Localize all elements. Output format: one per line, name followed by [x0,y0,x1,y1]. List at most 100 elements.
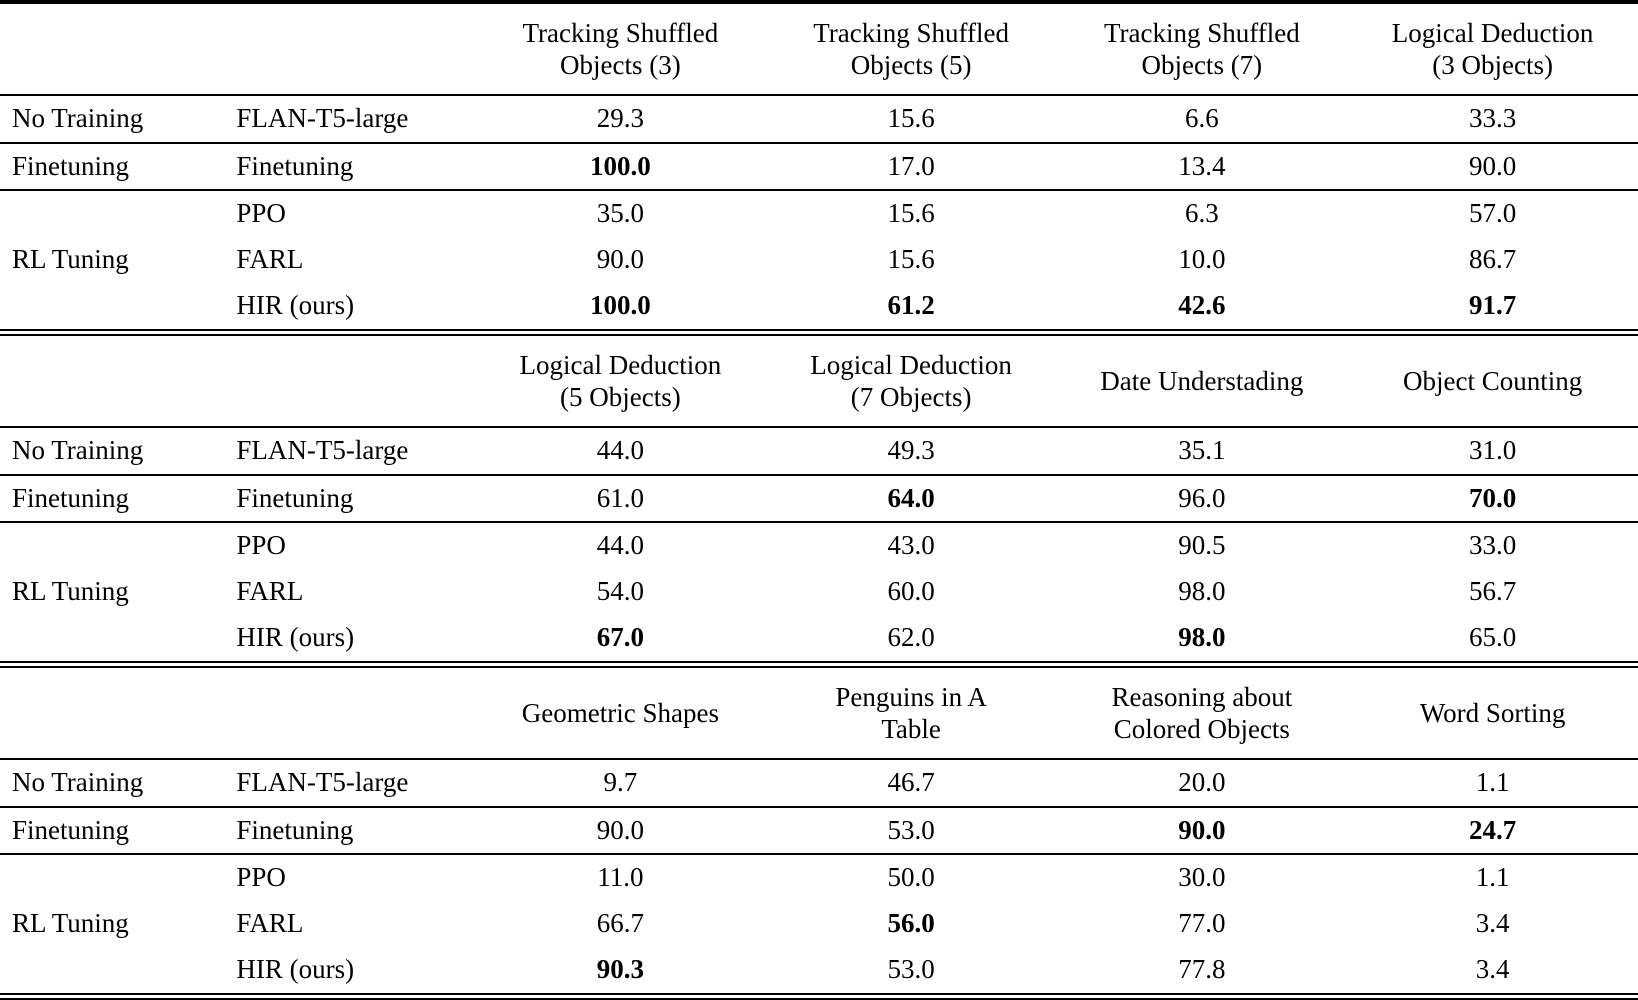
value-cell: 6.3 [1184,198,1219,229]
table-row: No Training FLAN-T5-large 29.3 15.6 6.6 33.3 [0,95,1638,143]
group-label: No Training [12,102,144,133]
method-label: PPO [236,198,286,229]
header-spacer [224,2,475,95]
group-label: RL Tuning [12,576,129,607]
value-cell: 29.3 [596,102,644,133]
value-cell: 70.0 [1468,482,1517,513]
value-cell: 90.0 [1178,814,1226,845]
column-header: Logical Deduction (3 Objects) [1391,18,1594,80]
group-label: No Training [12,434,144,465]
table-row: HIR (ours) 100.0 61.2 42.6 91.7 [0,283,1638,332]
value-cell: 10.0 [1178,244,1226,275]
value-cell: 15.6 [887,102,935,133]
group-no-training: No Training FLAN-T5-large 9.7 46.7 20.0 1.1 [0,758,1638,807]
value-cell: 3.4 [1475,908,1510,939]
value-cell: 53.0 [887,814,935,845]
table-row: RL Tuning PPO 35.0 15.6 6.3 57.0 [0,190,1638,274]
value-cell: 100.0 [589,290,651,321]
table-row: RL Tuning PPO 44.0 43.0 90.5 33.0 [0,522,1638,606]
value-cell: 20.0 [1178,766,1226,797]
value-cell: 60.0 [887,576,935,607]
table-row: FARL 54.0 60.0 98.0 56.7 [0,569,1638,615]
value-cell: 77.0 [1178,908,1226,939]
group-label: Finetuning [12,150,130,181]
method-label: HIR (ours) [236,290,355,321]
method-label: HIR (ours) [236,622,355,653]
value-cell: 100.0 [589,150,651,181]
method-label: FARL [236,244,304,275]
value-cell: 1.1 [1475,862,1510,893]
value-cell: 61.2 [887,290,935,321]
value-cell: 90.5 [1178,530,1226,561]
value-cell: 56.0 [887,908,935,939]
value-cell: 91.7 [1468,290,1517,321]
value-cell: 62.0 [887,622,935,653]
value-cell: 67.0 [596,622,644,653]
value-cell: 9.7 [603,766,638,797]
column-header: Object Counting [1402,365,1583,396]
table-row: Finetuning Finetuning 90.0 53.0 90.0 24.7 [0,807,1638,855]
table-row: HIR (ours) 90.3 53.0 77.8 3.4 [0,947,1638,996]
table-row: Finetuning Finetuning 61.0 64.0 96.0 70.0 [0,475,1638,523]
value-cell: 96.0 [1178,482,1226,513]
method-label: FLAN-T5-large [236,102,409,133]
value-cell: 77.8 [1178,954,1226,985]
value-cell: 42.6 [1178,290,1226,321]
header-spacer [0,668,224,759]
value-cell: 57.0 [1468,198,1517,229]
value-cell: 33.0 [1468,530,1517,561]
value-cell: 61.0 [596,482,644,513]
value-cell: 31.0 [1468,434,1517,465]
header-spacer [224,336,475,427]
group-finetuning: Finetuning Finetuning 90.0 53.0 90.0 24.7 [0,806,1638,855]
method-label: PPO [236,862,286,893]
method-label: Finetuning [236,150,354,181]
group-rl-tuning: RL Tuning PPO 44.0 43.0 90.5 33.0 FARL 54.0 60.0… [0,522,1638,664]
group-finetuning: Finetuning Finetuning 100.0 17.0 13.4 90.0 [0,142,1638,191]
value-cell: 49.3 [887,434,935,465]
table-row: FARL 66.7 56.0 77.0 3.4 [0,901,1638,947]
table-row: No Training FLAN-T5-large 9.7 46.7 20.0 1.1 [0,759,1638,807]
value-cell: 90.0 [1468,150,1517,181]
column-header: Tracking Shuffled Objects (3) [522,18,719,80]
column-header: Tracking Shuffled Objects (5) [813,18,1009,80]
value-cell: 30.0 [1178,862,1226,893]
value-cell: 53.0 [887,954,935,985]
header-row: Tracking Shuffled Objects (3) Tracking Sh… [0,2,1638,95]
value-cell: 13.4 [1178,150,1226,181]
value-cell: 56.7 [1468,576,1517,607]
column-header: Geometric Shapes [521,697,719,728]
header-spacer [224,668,475,759]
method-label: Finetuning [236,814,354,845]
group-label: Finetuning [12,814,130,845]
table-row: Finetuning Finetuning 100.0 17.0 13.4 90.0 [0,143,1638,191]
method-label: FARL [236,908,304,939]
header-row: Logical Deduction (5 Objects) Logical Ded… [0,336,1638,427]
group-finetuning: Finetuning Finetuning 61.0 64.0 96.0 70.0 [0,474,1638,523]
value-cell: 11.0 [597,862,644,893]
value-cell: 65.0 [1468,622,1517,653]
value-cell: 66.7 [596,908,644,939]
table-row: No Training FLAN-T5-large 44.0 49.3 35.1 31.0 [0,427,1638,475]
header-spacer [0,336,224,427]
table-row: HIR (ours) 67.0 62.0 98.0 65.0 [0,615,1638,664]
results-table-1: Tracking Shuffled Objects (3) Tracking Sh… [0,0,1638,337]
value-cell: 24.7 [1468,814,1517,845]
value-cell: 6.6 [1184,102,1219,133]
value-cell: 98.0 [1178,576,1226,607]
value-cell: 43.0 [887,530,935,561]
value-cell: 90.0 [596,814,644,845]
value-cell: 3.4 [1475,954,1510,985]
group-no-training: No Training FLAN-T5-large 29.3 15.6 6.6 33.3 [0,94,1638,143]
value-cell: 50.0 [887,862,935,893]
value-cell: 46.7 [887,766,935,797]
value-cell: 33.3 [1468,102,1517,133]
group-rl-tuning: RL Tuning PPO 11.0 50.0 30.0 1.1 FARL 66.7 56.0 7… [0,854,1638,996]
column-header: Tracking Shuffled Objects (7) [1103,18,1300,80]
results-table-2: Logical Deduction (5 Objects) Logical Ded… [0,336,1638,669]
column-header: Reasoning about Colored Objects [1111,682,1293,744]
column-header: Date Understading [1100,365,1304,396]
value-cell: 35.1 [1178,434,1226,465]
value-cell: 1.1 [1475,766,1510,797]
